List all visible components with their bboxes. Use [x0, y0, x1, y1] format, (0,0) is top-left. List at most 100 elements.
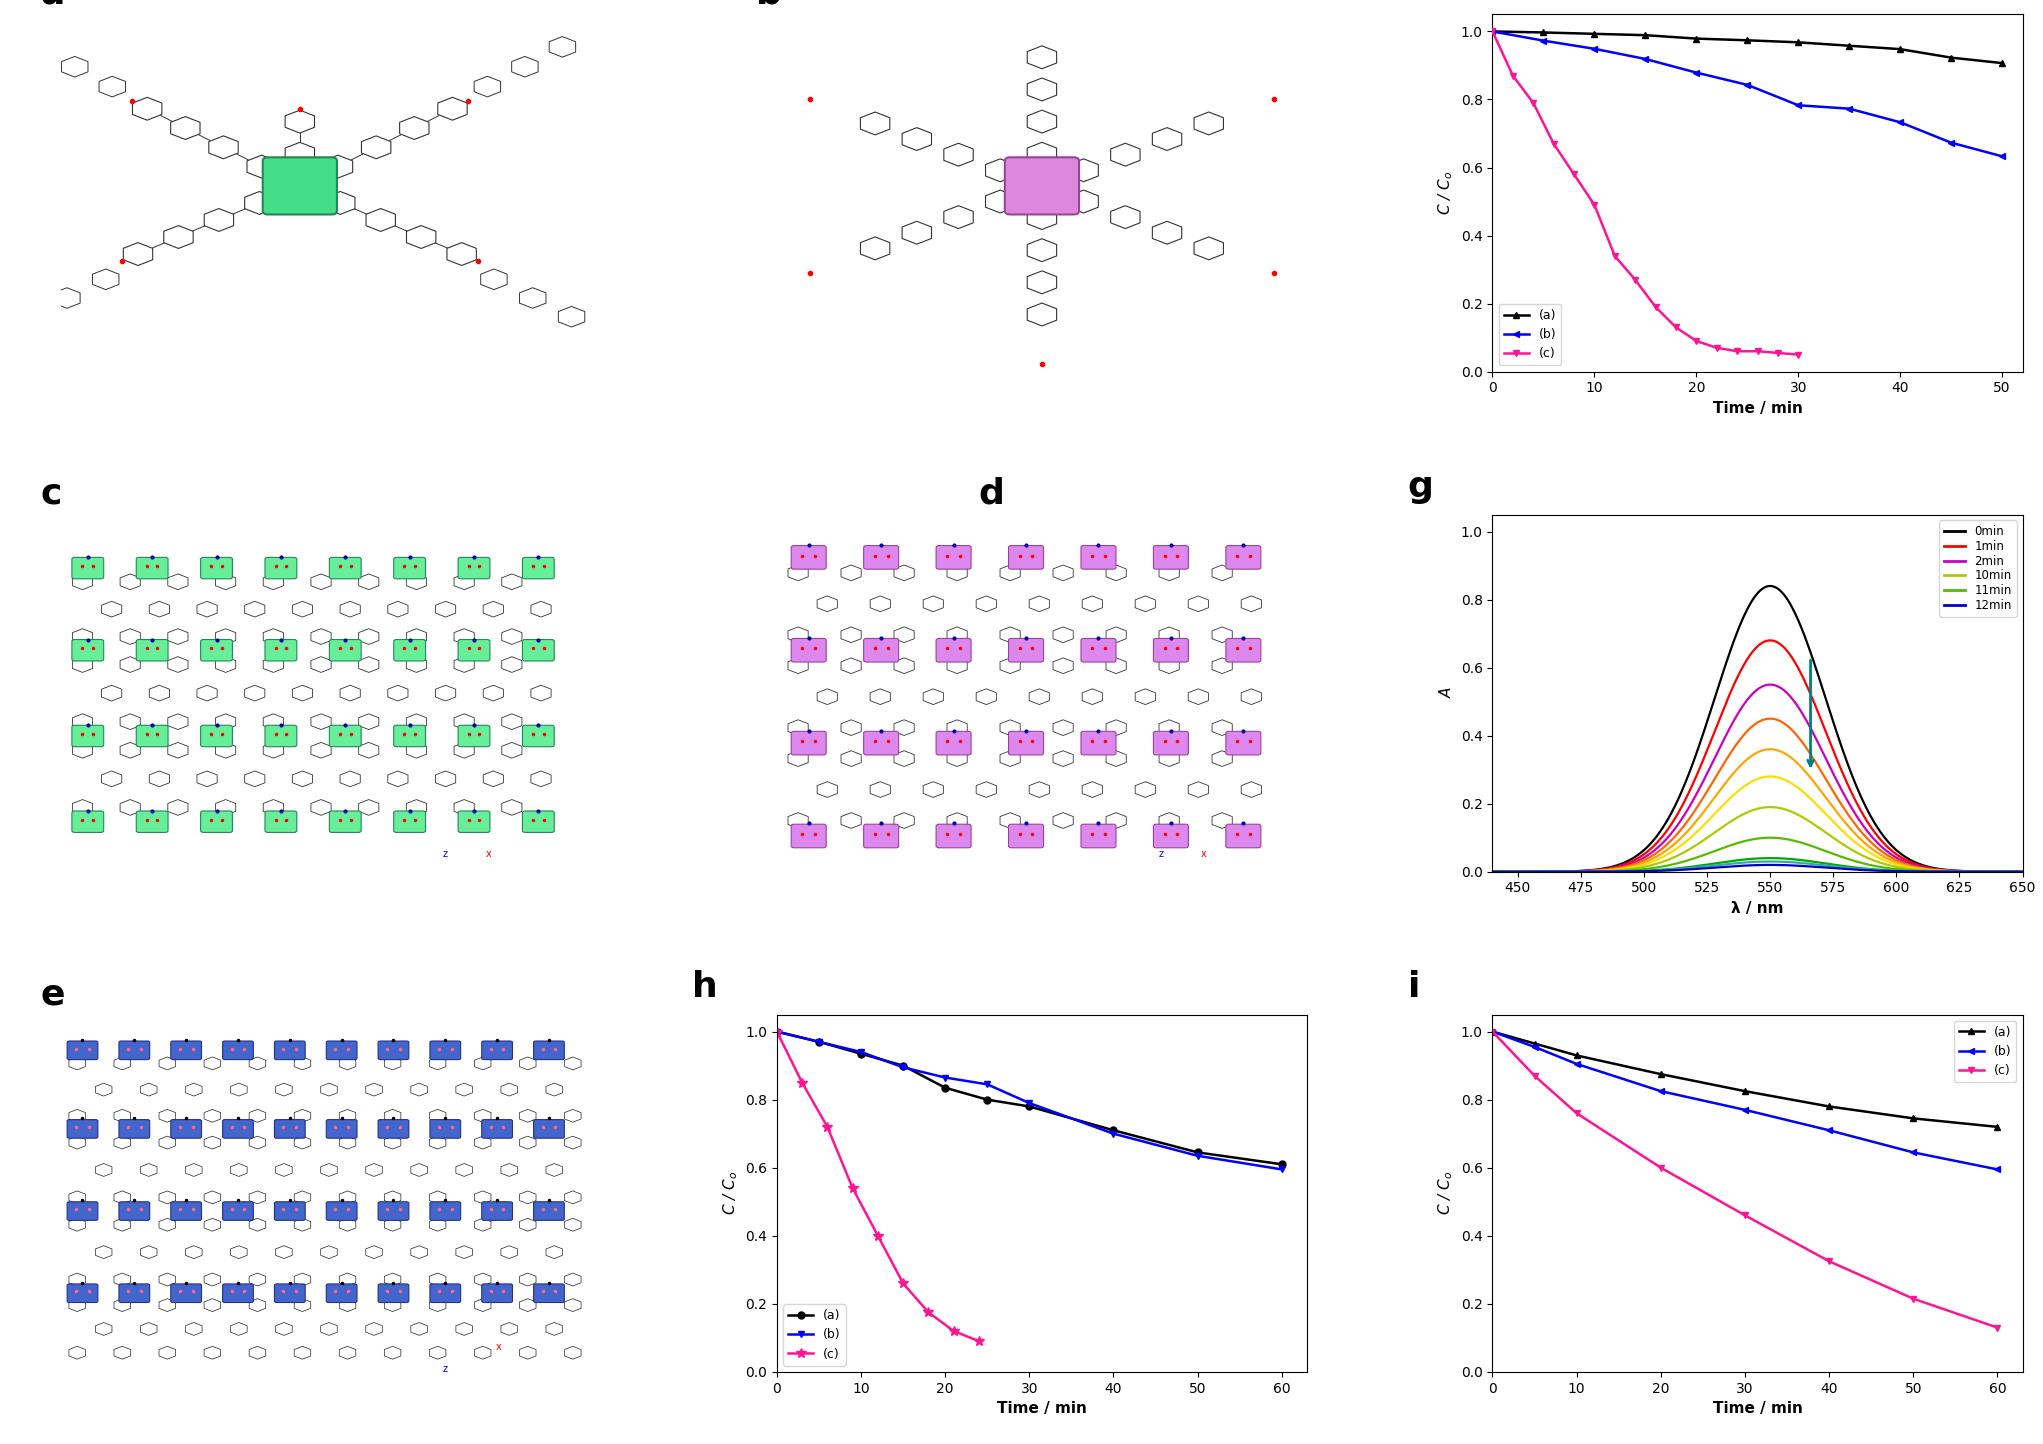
(c) — [1565, 1105, 1589, 1122]
(a) — [1735, 32, 1759, 49]
FancyBboxPatch shape — [791, 731, 825, 755]
(a) — [1649, 1066, 1673, 1083]
FancyBboxPatch shape — [533, 1284, 564, 1302]
FancyBboxPatch shape — [533, 1201, 564, 1220]
X-axis label: Time / min: Time / min — [1712, 401, 1802, 416]
FancyBboxPatch shape — [394, 812, 425, 832]
Text: x: x — [486, 849, 490, 859]
(b) — [1683, 64, 1708, 81]
FancyBboxPatch shape — [329, 557, 362, 579]
FancyBboxPatch shape — [523, 812, 554, 832]
(a) — [1939, 49, 1963, 66]
(c) — [1683, 332, 1708, 349]
FancyBboxPatch shape — [137, 725, 168, 747]
(c) — [1581, 196, 1606, 214]
FancyBboxPatch shape — [1154, 825, 1189, 848]
FancyBboxPatch shape — [172, 1041, 202, 1060]
(b) — [1939, 134, 1963, 152]
FancyBboxPatch shape — [394, 557, 425, 579]
(a) — [807, 1032, 832, 1050]
Line: (a): (a) — [774, 1028, 1285, 1168]
FancyBboxPatch shape — [67, 1201, 98, 1220]
Text: a: a — [41, 0, 65, 12]
FancyBboxPatch shape — [1009, 731, 1044, 755]
FancyBboxPatch shape — [1081, 546, 1115, 569]
FancyBboxPatch shape — [378, 1119, 409, 1138]
(b) — [1522, 1038, 1547, 1056]
Line: (b): (b) — [1489, 27, 2006, 160]
FancyBboxPatch shape — [327, 1119, 358, 1138]
(b) — [1530, 32, 1555, 49]
FancyBboxPatch shape — [791, 638, 825, 661]
(c) — [1986, 1318, 2010, 1336]
FancyBboxPatch shape — [327, 1201, 358, 1220]
FancyBboxPatch shape — [200, 640, 233, 661]
(c) — [791, 1074, 815, 1092]
FancyBboxPatch shape — [482, 1284, 513, 1302]
(a) — [1990, 55, 2014, 72]
(a) — [1632, 26, 1657, 43]
(b) — [807, 1032, 832, 1050]
Y-axis label: A: A — [1440, 687, 1455, 699]
FancyBboxPatch shape — [394, 725, 425, 747]
FancyBboxPatch shape — [223, 1201, 253, 1220]
(a) — [1816, 1097, 1841, 1115]
(c) — [866, 1227, 891, 1245]
FancyBboxPatch shape — [274, 1119, 304, 1138]
FancyBboxPatch shape — [482, 1201, 513, 1220]
(a) — [1837, 38, 1861, 55]
(b) — [891, 1058, 915, 1076]
(c) — [1649, 1160, 1673, 1177]
(b) — [1101, 1125, 1126, 1142]
(a) — [1185, 1144, 1209, 1161]
FancyBboxPatch shape — [533, 1041, 564, 1060]
FancyBboxPatch shape — [523, 557, 554, 579]
(c) — [1502, 66, 1526, 84]
Line: (c): (c) — [772, 1027, 983, 1346]
Text: x: x — [496, 1343, 503, 1353]
(b) — [1632, 51, 1657, 68]
FancyBboxPatch shape — [1226, 638, 1261, 661]
(a) — [1581, 25, 1606, 42]
(c) — [840, 1180, 864, 1197]
FancyBboxPatch shape — [137, 557, 168, 579]
FancyBboxPatch shape — [274, 1041, 304, 1060]
Y-axis label: $C$ / $C_o$: $C$ / $C_o$ — [1436, 1171, 1455, 1216]
FancyBboxPatch shape — [1005, 157, 1079, 215]
FancyBboxPatch shape — [1009, 546, 1044, 569]
(b) — [1481, 1022, 1506, 1040]
(a) — [1786, 33, 1810, 51]
FancyBboxPatch shape — [72, 557, 104, 579]
FancyBboxPatch shape — [327, 1041, 358, 1060]
X-axis label: Time / min: Time / min — [997, 1401, 1087, 1417]
(c) — [1704, 339, 1728, 357]
(c) — [1724, 342, 1749, 360]
FancyBboxPatch shape — [458, 725, 490, 747]
FancyBboxPatch shape — [118, 1201, 149, 1220]
Text: b: b — [756, 0, 782, 12]
FancyBboxPatch shape — [378, 1041, 409, 1060]
Text: x: x — [1201, 849, 1207, 859]
Line: (c): (c) — [1489, 1028, 2000, 1331]
FancyBboxPatch shape — [200, 725, 233, 747]
(c) — [1622, 271, 1647, 289]
FancyBboxPatch shape — [523, 725, 554, 747]
FancyBboxPatch shape — [1226, 546, 1261, 569]
(b) — [1732, 1102, 1757, 1119]
FancyBboxPatch shape — [67, 1284, 98, 1302]
(b) — [1649, 1083, 1673, 1100]
(a) — [934, 1079, 958, 1096]
FancyBboxPatch shape — [458, 557, 490, 579]
FancyBboxPatch shape — [329, 640, 362, 661]
(c) — [1522, 1067, 1547, 1084]
(a) — [891, 1057, 915, 1074]
FancyBboxPatch shape — [274, 1201, 304, 1220]
(a) — [1101, 1122, 1126, 1139]
FancyBboxPatch shape — [429, 1119, 460, 1138]
FancyBboxPatch shape — [118, 1284, 149, 1302]
(c) — [1663, 319, 1688, 336]
FancyBboxPatch shape — [72, 640, 104, 661]
(c) — [1481, 1022, 1506, 1040]
(b) — [1786, 97, 1810, 114]
FancyBboxPatch shape — [274, 1284, 304, 1302]
